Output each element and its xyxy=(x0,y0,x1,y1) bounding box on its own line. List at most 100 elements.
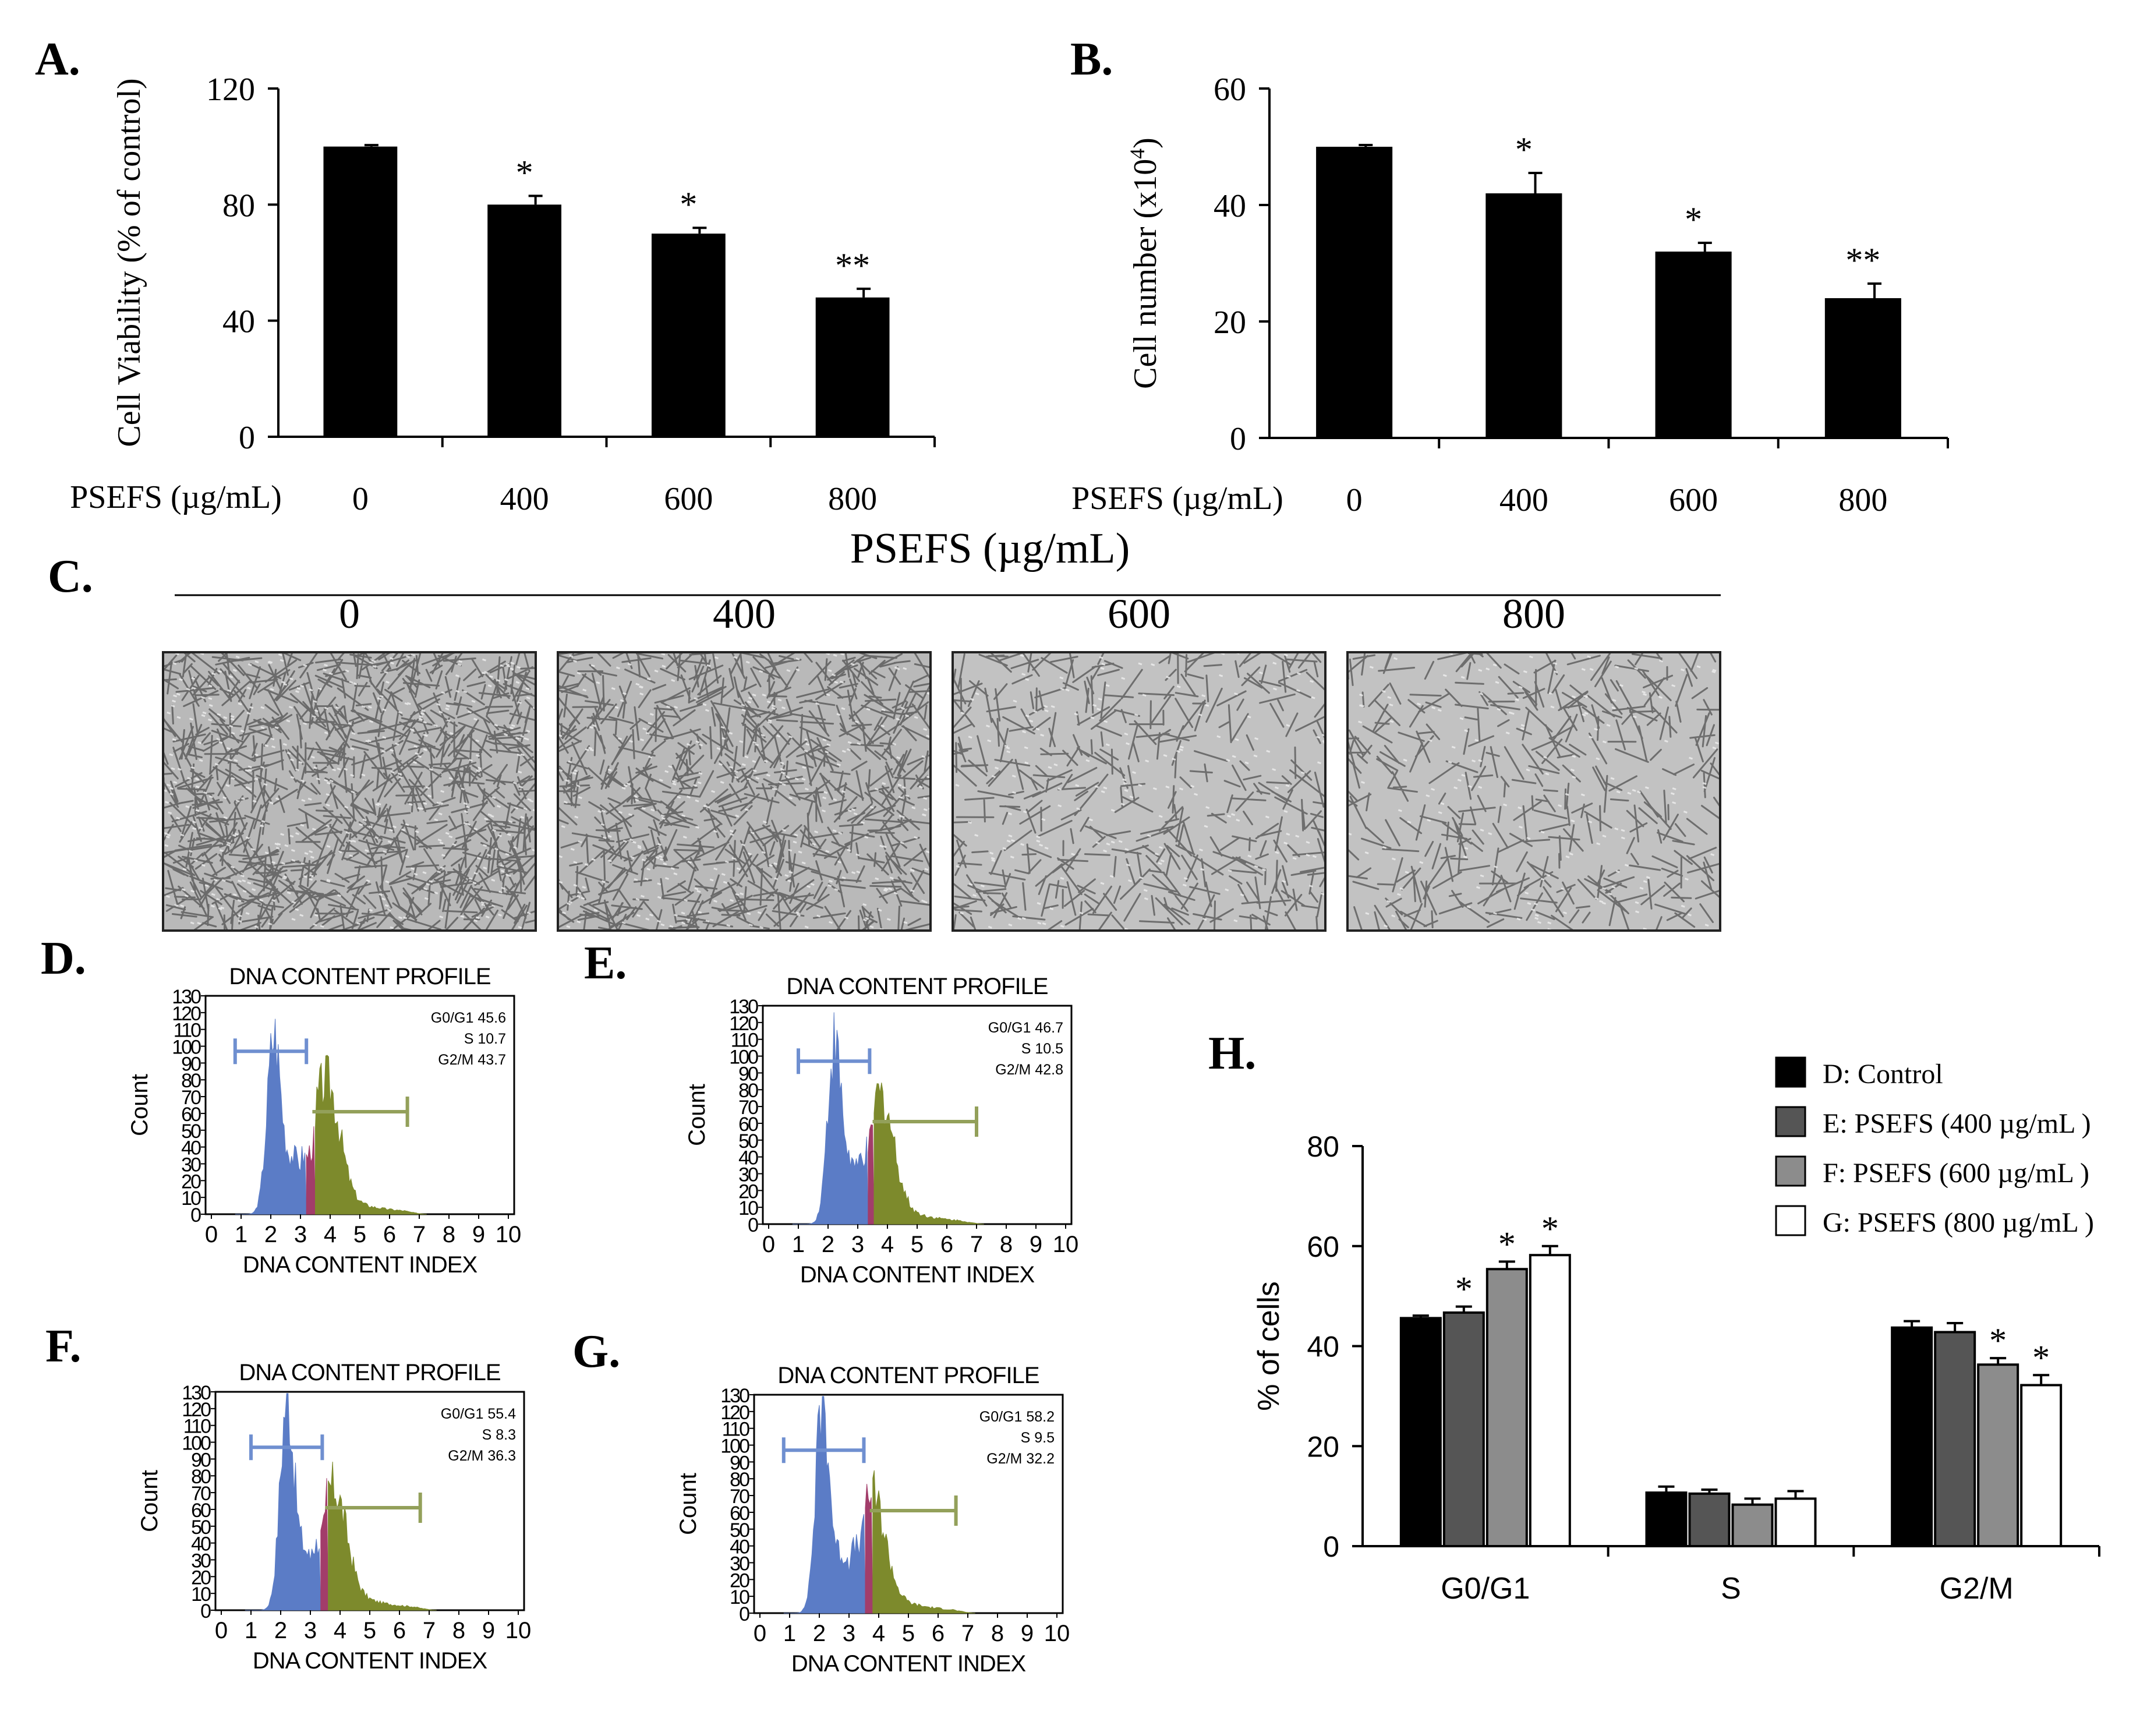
panel-letter-c: C. xyxy=(48,551,93,602)
flow-stat-text: G2/M 43.7 xyxy=(438,1052,506,1068)
flow-panel-g: DNA CONTENT PROFILE G0/G1 58.2 S 9.5 G2/M 3… xyxy=(675,1363,1070,1677)
flow-y-tick-label: 90 xyxy=(730,1452,749,1474)
flow-y-tick-label: 70 xyxy=(730,1486,749,1508)
h-bar-S-0 xyxy=(1645,1491,1688,1548)
cell-highlights xyxy=(955,652,1325,931)
chart-a-cell-viability: 0 40 80 120 0 * 400 * 600 ** 800 PSEFS (µg/mL) Cell … xyxy=(70,72,936,517)
flow-y-tick-label: 50 xyxy=(181,1120,201,1143)
flow-x-tick-label: 0 xyxy=(215,1618,228,1643)
y-axis-label-part: ) xyxy=(1127,137,1163,149)
micrograph-dose-label: 800 xyxy=(1502,591,1565,637)
h-bar-G2/M-2 xyxy=(1977,1363,2019,1547)
micrograph-cells xyxy=(953,652,1325,931)
flow-x-tick-label: 8 xyxy=(1000,1232,1013,1257)
flow-y-tick-label: 20 xyxy=(738,1180,758,1203)
flow-y-tick-label: 50 xyxy=(738,1130,758,1152)
flow-x-tick-label: 8 xyxy=(452,1618,465,1643)
flow-x-axis-label: DNA CONTENT INDEX xyxy=(243,1252,477,1278)
flow-x-tick-label: 7 xyxy=(423,1618,436,1643)
bar-600 xyxy=(1655,252,1732,438)
flow-y-tick-label: 100 xyxy=(729,1046,758,1069)
flow-y-tick-label: 70 xyxy=(181,1087,201,1109)
cell-shapes xyxy=(163,652,536,931)
g2m-histogram xyxy=(873,1083,984,1225)
flow-stat-text: S 10.7 xyxy=(464,1031,506,1047)
panel-letter-a: A. xyxy=(35,34,80,85)
bar-400 xyxy=(487,204,562,437)
y-axis-label: Cell number (x104) xyxy=(1126,137,1163,389)
x-tick-label: 0 xyxy=(1346,482,1363,518)
flow-y-tick-label: 60 xyxy=(730,1502,749,1525)
x-tick-label: 800 xyxy=(1838,482,1887,518)
flow-x-tick-label: 3 xyxy=(294,1222,307,1247)
h-y-tick-label: 40 xyxy=(1307,1331,1339,1363)
flow-y-tick-label: 100 xyxy=(182,1433,211,1455)
flow-x-tick-label: 7 xyxy=(961,1621,974,1646)
flow-y-tick-label: 100 xyxy=(172,1037,201,1059)
g0g1-histogram xyxy=(792,1012,869,1225)
cell-shapes xyxy=(953,652,1325,931)
y-tick-label: 40 xyxy=(222,304,255,340)
micrograph-frame xyxy=(557,651,932,932)
micrograph-background xyxy=(953,652,1325,931)
micrograph-dose-label: 600 xyxy=(1108,591,1170,637)
flow-y-tick-label: 20 xyxy=(191,1567,211,1589)
legend-swatch xyxy=(1775,1106,1806,1137)
legend-label: G: PSEFS (800 µg/mL ) xyxy=(1823,1207,2094,1238)
flow-x-tick-label: 1 xyxy=(792,1232,805,1257)
flow-x-tick-label: 3 xyxy=(843,1621,855,1646)
panel-letter-d: D. xyxy=(41,933,86,984)
flow-plot-frame xyxy=(753,1394,1064,1614)
y-tick-label: 120 xyxy=(206,72,255,108)
micrograph-dose-label: 400 xyxy=(713,591,776,637)
g0g1-histogram xyxy=(783,1396,866,1614)
flow-x-tick-label: 10 xyxy=(505,1618,532,1643)
x-tick-label: 400 xyxy=(1499,482,1548,518)
h-x-tick-label: G0/G1 xyxy=(1441,1572,1530,1606)
micrograph-0 xyxy=(162,651,537,932)
x-axis-label: PSEFS (µg/mL) xyxy=(1071,480,1283,517)
flow-y-tick-label: 20 xyxy=(181,1171,201,1193)
flow-x-tick-label: 8 xyxy=(443,1222,455,1247)
flow-x-tick-label: 1 xyxy=(245,1618,257,1643)
flow-x-tick-label: 6 xyxy=(932,1621,945,1646)
flow-y-tick-label: 10 xyxy=(181,1187,201,1210)
flow-x-tick-label: 9 xyxy=(482,1618,495,1643)
flow-x-tick-label: 2 xyxy=(822,1232,834,1257)
flow-y-axis-label: Count xyxy=(127,1074,153,1136)
micrograph-400 xyxy=(557,651,932,932)
cell-highlights xyxy=(1347,652,1720,931)
panel-c-micrographs: 0 400 600 800 xyxy=(162,591,1721,932)
micrograph-600 xyxy=(951,651,1327,932)
y-tick-label: 0 xyxy=(239,420,255,456)
flow-x-tick-label: 3 xyxy=(851,1232,864,1257)
h-x-tick-label: G2/M xyxy=(1940,1572,2014,1606)
flow-panel-f: DNA CONTENT PROFILE G0/G1 55.4 S 8.3 G2/M 3… xyxy=(137,1360,531,1674)
flow-x-tick-label: 10 xyxy=(1044,1621,1070,1646)
h-significance-marker: * xyxy=(1989,1321,2007,1360)
flow-x-tick-label: 3 xyxy=(304,1618,317,1643)
flow-y-tick-label: 110 xyxy=(174,1020,201,1042)
flow-y-tick-label: 90 xyxy=(191,1449,211,1471)
significance-marker: * xyxy=(1685,200,1702,239)
x-tick-label: 0 xyxy=(352,481,369,517)
h-y-tick-label: 20 xyxy=(1307,1430,1339,1463)
flow-stat-text: G2/M 32.2 xyxy=(986,1451,1055,1467)
panel-letter-b: B. xyxy=(1070,34,1113,85)
flow-y-tick-label: 130 xyxy=(720,1385,749,1407)
flow-y-tick-label: 80 xyxy=(181,1070,201,1092)
micrograph-cells xyxy=(1347,652,1720,931)
legend-swatch xyxy=(1775,1056,1806,1088)
flow-y-tick-label: 120 xyxy=(720,1402,749,1424)
flow-y-tick-label: 30 xyxy=(191,1550,211,1572)
h-x-tick-label: S xyxy=(1721,1572,1741,1606)
flow-x-tick-label: 0 xyxy=(754,1621,766,1646)
panel-letter-g: G. xyxy=(572,1326,620,1377)
panel-letter-e: E. xyxy=(584,938,627,989)
micrograph-800 xyxy=(1346,651,1721,932)
flow-y-tick-label: 90 xyxy=(181,1053,201,1075)
flow-x-tick-label: 2 xyxy=(813,1621,826,1646)
flow-x-tick-label: 2 xyxy=(274,1618,287,1643)
h-bar-G0/G1-2 xyxy=(1485,1268,1528,1547)
